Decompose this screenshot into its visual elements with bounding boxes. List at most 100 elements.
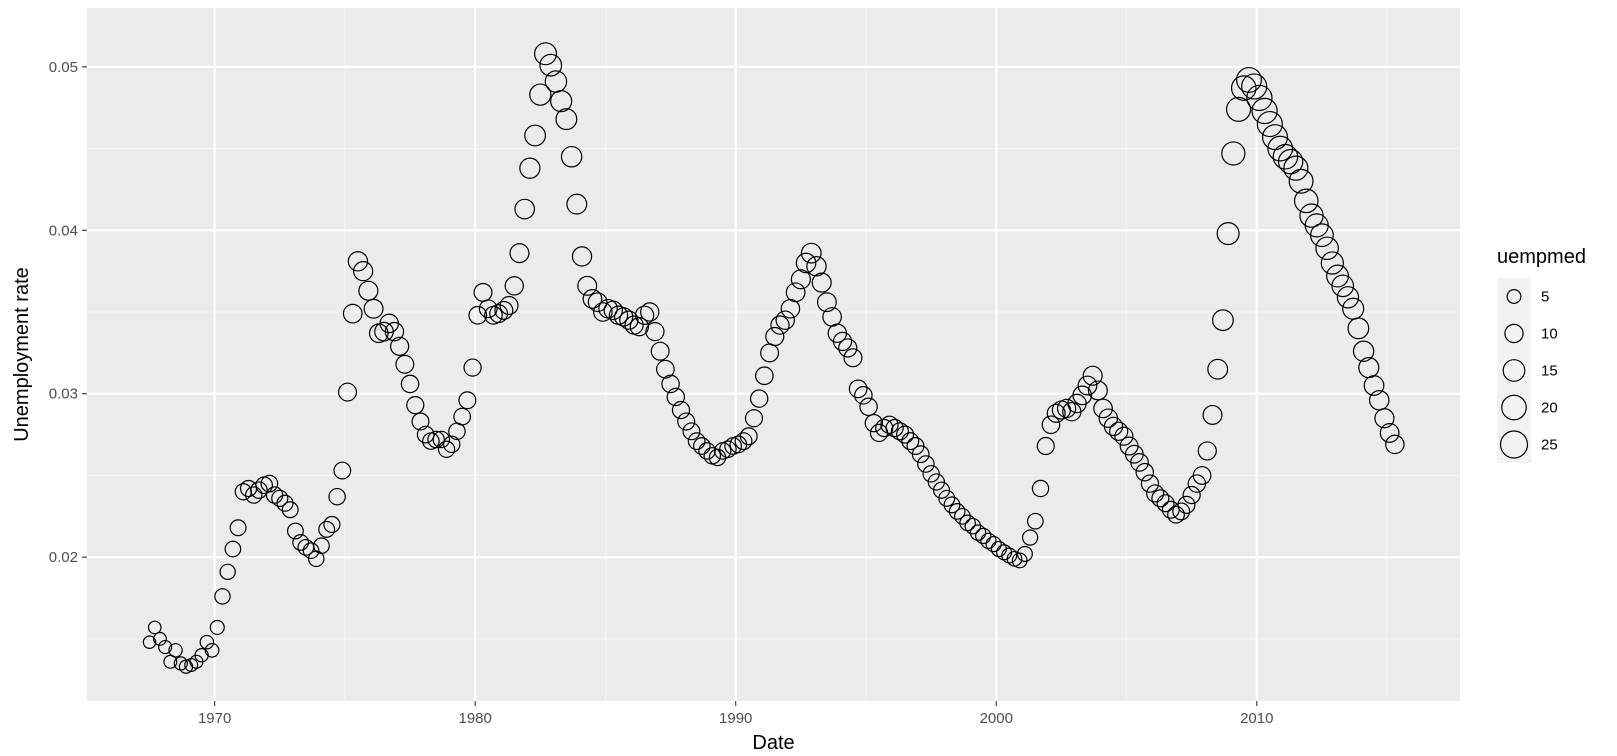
data-point — [1026, 512, 1044, 530]
data-point — [959, 514, 976, 532]
data-point — [917, 455, 935, 473]
data-point — [571, 246, 593, 267]
data-point — [1293, 188, 1319, 214]
data-point — [489, 304, 509, 324]
data-point — [1241, 73, 1268, 100]
data-point — [353, 261, 374, 282]
data-point — [587, 292, 608, 313]
data-point — [276, 494, 294, 512]
legend-key-label: 15 — [1541, 363, 1558, 380]
data-point — [692, 437, 711, 455]
data-point — [494, 300, 514, 320]
data-point — [566, 193, 588, 215]
data-point — [453, 407, 472, 426]
data-point — [859, 397, 878, 417]
data-point — [1379, 423, 1400, 443]
data-point — [671, 400, 691, 420]
y-tick-label: 0.02 — [49, 549, 78, 566]
data-point — [885, 418, 904, 438]
data-point — [1315, 236, 1339, 261]
legend-key-box — [1497, 278, 1531, 315]
data-point — [1251, 97, 1278, 125]
data-point — [1331, 274, 1355, 298]
data-point — [890, 422, 909, 441]
data-point — [645, 322, 665, 342]
data-point — [1225, 96, 1252, 122]
data-point — [816, 292, 837, 313]
data-point — [1036, 436, 1055, 456]
data-point — [577, 275, 598, 296]
data-point — [943, 496, 961, 514]
data-point — [1320, 251, 1344, 275]
data-point — [1277, 148, 1304, 175]
data-point — [1046, 403, 1066, 423]
data-point — [948, 503, 966, 520]
data-point — [954, 507, 971, 525]
data-point — [1021, 529, 1039, 546]
data-point — [1352, 340, 1375, 362]
data-point — [795, 252, 817, 274]
data-point — [1082, 365, 1103, 386]
data-point — [390, 336, 410, 356]
data-point — [432, 430, 451, 449]
data-point — [533, 42, 558, 66]
data-point — [593, 302, 613, 322]
y-tick-label: 0.04 — [49, 222, 78, 239]
data-point — [770, 315, 790, 335]
data-point — [519, 157, 541, 179]
data-point — [582, 289, 603, 309]
grid-minor — [87, 8, 1460, 701]
data-point — [363, 298, 384, 319]
legend-key-box — [1497, 426, 1531, 463]
data-point — [922, 465, 940, 483]
legend-keys: 5 10 15 20 25 — [1497, 278, 1558, 463]
data-point — [458, 391, 477, 410]
data-point — [1093, 398, 1113, 419]
data-point — [1016, 545, 1033, 562]
data-point — [739, 427, 758, 446]
data-point — [1182, 485, 1201, 505]
data-point — [1347, 317, 1370, 340]
data-point — [323, 515, 341, 534]
data-point — [302, 542, 320, 559]
data-point — [1167, 505, 1185, 524]
data-point — [969, 524, 987, 541]
legend-key-circle — [1502, 359, 1526, 382]
data-point — [677, 412, 696, 431]
data-point — [613, 307, 634, 327]
data-point — [1385, 434, 1405, 455]
data-point — [209, 619, 225, 636]
data-point — [719, 440, 737, 459]
data-point — [682, 422, 701, 441]
data-point — [524, 124, 547, 147]
data-point — [1001, 547, 1018, 564]
data-point — [1246, 84, 1273, 112]
data-point — [560, 145, 583, 168]
data-point — [168, 643, 183, 658]
data-point — [848, 379, 868, 399]
x-axis-title: Date — [752, 732, 794, 754]
data-point — [938, 489, 956, 507]
data-point — [775, 310, 795, 330]
data-point — [1056, 398, 1077, 419]
data-point — [250, 481, 268, 499]
data-point — [875, 418, 894, 438]
legend-key-box — [1497, 315, 1531, 352]
data-point — [964, 517, 982, 535]
data-point — [529, 83, 552, 106]
data-point — [509, 243, 530, 264]
x-tick-label: 1990 — [719, 710, 752, 727]
data-point — [555, 108, 578, 131]
data-point — [1135, 462, 1155, 482]
data-point — [1256, 110, 1283, 138]
data-point — [499, 295, 519, 316]
data-points — [142, 42, 1405, 674]
data-point — [666, 387, 686, 407]
data-point — [1077, 375, 1098, 396]
data-point — [603, 300, 624, 321]
data-point — [292, 534, 310, 551]
data-point — [1309, 223, 1334, 248]
data-point — [980, 532, 997, 549]
data-point — [655, 359, 675, 379]
data-point — [806, 255, 827, 277]
